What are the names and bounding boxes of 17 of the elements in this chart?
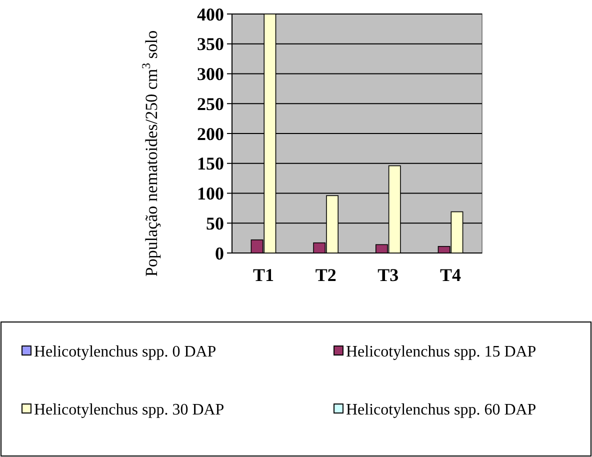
x-tick-label: T1 <box>252 265 274 285</box>
y-tick-label: 50 <box>206 213 224 234</box>
y-tick-label: 150 <box>197 154 224 174</box>
y-tick-label: 400 <box>197 4 224 24</box>
y-tick-label: 250 <box>197 94 224 114</box>
x-tick-label: T4 <box>440 265 462 285</box>
x-tick-label: T3 <box>378 265 399 285</box>
legend-label: Helicotylenchus spp. 60 DAP <box>346 402 536 419</box>
y-tick-label: 200 <box>197 124 224 144</box>
legend-label: Helicotylenchus spp. 30 DAP <box>34 402 224 419</box>
legend-label: Helicotylenchus spp. 0 DAP <box>34 344 216 361</box>
y-tick-label: 0 <box>215 243 224 264</box>
y-tick-label: 300 <box>197 64 224 84</box>
x-tick-label: T2 <box>315 265 336 285</box>
y-tick-label: 350 <box>197 34 224 54</box>
legend-label: Helicotylenchus spp. 15 DAP <box>346 344 536 361</box>
y-tick-label: 100 <box>197 184 224 204</box>
